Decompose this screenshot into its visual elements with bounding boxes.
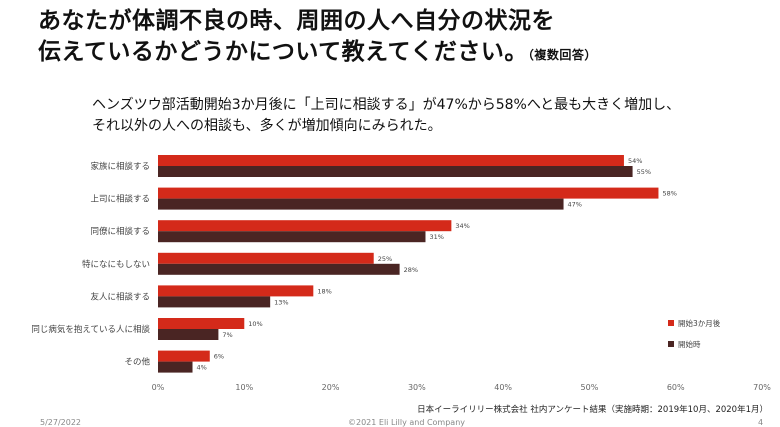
data-label: 28% xyxy=(404,266,418,274)
data-label: 18% xyxy=(317,287,331,295)
data-label: 6% xyxy=(214,353,224,361)
bar xyxy=(158,252,374,264)
category-label: 家族に相談する xyxy=(90,161,150,172)
legend-label: 開始時 xyxy=(678,339,701,349)
data-label: 47% xyxy=(568,201,582,209)
bar xyxy=(158,220,452,232)
bar xyxy=(158,166,633,177)
footer-date: 5/27/2022 xyxy=(40,418,82,427)
category-label: 特になにもしない xyxy=(82,259,150,270)
lead-line-2: それ以外の人への相談も、多くが増加傾向にみられた。 xyxy=(92,118,442,134)
data-label: 54% xyxy=(628,157,642,165)
title-line-1: あなたが体調不良の時、周囲の人へ自分の状況を xyxy=(38,8,555,34)
data-label: 4% xyxy=(197,364,207,372)
data-label: 55% xyxy=(637,168,651,176)
slide-title: あなたが体調不良の時、周囲の人へ自分の状況を 伝えているかどうかについて教えてく… xyxy=(38,6,597,71)
footer-page: 4 xyxy=(758,418,764,427)
footer-copyright: ©2021 Eli Lilly and Company xyxy=(348,418,465,427)
x-tick-label: 10% xyxy=(235,383,253,392)
bar xyxy=(158,296,271,308)
x-tick-label: 30% xyxy=(408,383,426,392)
x-tick-label: 60% xyxy=(667,383,685,392)
bar xyxy=(158,198,564,210)
lead-text: ヘンズツウ部活動開始3か月後に「上司に相談する」が47%から58%へと最も大きく… xyxy=(92,95,680,137)
lead-line-1: ヘンズツウ部活動開始3か月後に「上司に相談する」が47%から58%へと最も大きく… xyxy=(92,97,681,113)
bar xyxy=(158,285,314,297)
source-note: 日本イーライリリー株式会社 社内アンケート結果（実施時期：2019年10月、20… xyxy=(417,405,768,415)
data-label: 7% xyxy=(222,331,232,339)
bar xyxy=(158,187,659,199)
bar xyxy=(158,318,245,329)
category-label: 同じ病気を抱えている人に相談 xyxy=(31,324,150,335)
data-label: 34% xyxy=(455,222,469,230)
x-tick-label: 0% xyxy=(152,383,165,392)
bar xyxy=(158,361,193,373)
x-tick-label: 20% xyxy=(322,383,340,392)
data-label: 13% xyxy=(274,298,288,306)
category-label: その他 xyxy=(124,357,150,368)
bar xyxy=(158,231,426,243)
x-tick-label: 70% xyxy=(753,383,771,392)
bar xyxy=(158,263,400,275)
data-label: 58% xyxy=(662,190,676,198)
title-note: （複数回答） xyxy=(527,48,597,62)
x-tick-label: 40% xyxy=(494,383,512,392)
category-label: 同僚に相談する xyxy=(90,226,150,237)
bar xyxy=(158,350,210,362)
legend-swatch xyxy=(668,320,674,326)
legend-label: 開始3か月後 xyxy=(678,318,721,328)
category-label: 上司に相談する xyxy=(90,194,150,205)
bar xyxy=(158,329,219,340)
legend-swatch xyxy=(668,341,674,347)
data-label: 25% xyxy=(378,255,392,263)
data-label: 31% xyxy=(429,233,443,241)
data-label: 10% xyxy=(248,320,262,328)
category-label: 友人に相談する xyxy=(90,291,150,302)
title-line-2: 伝えているかどうかについて教えてください。 xyxy=(38,39,528,65)
bar xyxy=(158,155,624,166)
x-tick-label: 50% xyxy=(581,383,599,392)
